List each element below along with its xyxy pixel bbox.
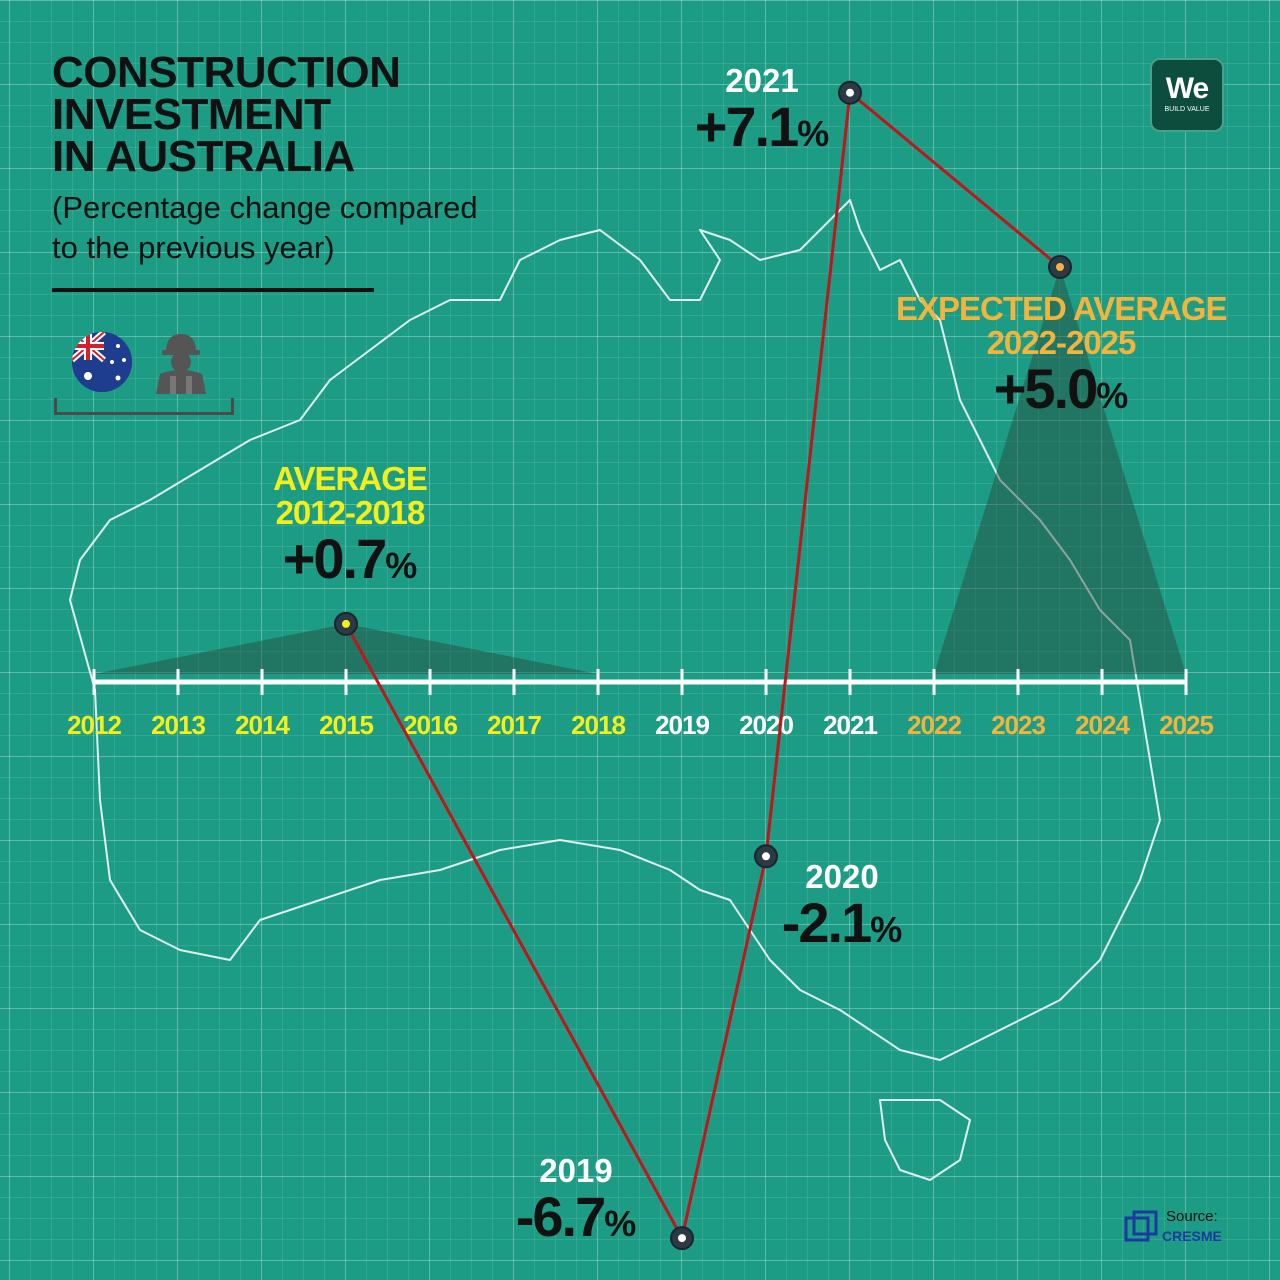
avg-2022-2025-label-2: 2022-2025 [986,324,1137,361]
x-tick-label-2024: 2024 [1075,710,1130,740]
y2021-value: +7.1% [682,98,842,163]
source-name: CRESME [1162,1228,1222,1244]
x-tick-label-2023: 2023 [991,710,1045,740]
y2020-callout: 2020 -2.1% [762,860,922,959]
avg-2012-2018-unit: % [385,545,418,586]
logo-tagline: BUILD VALUE [1164,106,1210,113]
y2019-unit: % [604,1203,637,1244]
logo-text: We [1165,72,1209,105]
data-point-core-2020 [762,852,770,861]
data-point-core-2015 [342,619,350,628]
chart-subtitle: (Percentage change compared to the previ… [52,188,478,268]
subtitle-line-1: (Percentage change compared [52,190,478,225]
y2019-number: -6.7 [515,1185,606,1248]
avg-2022-2025-number: +5.0 [993,357,1099,420]
construction-worker-icon [148,328,214,394]
y2021-unit: % [797,113,830,154]
y2020-year: 2020 [805,858,879,895]
x-tick-label-2016: 2016 [403,710,457,740]
x-tick-label-2013: 2013 [151,710,205,740]
x-tick-label-2025: 2025 [1159,710,1213,740]
average-range-shade-0 [94,623,598,674]
source-credit: Source: CRESME [1124,1206,1234,1250]
australia-flag-icon [72,332,132,392]
x-tick-label-2017: 2017 [487,710,541,740]
title-line-3: IN AUSTRALIA [52,132,355,181]
y2019-year: 2019 [539,1152,613,1189]
x-tick-label-2018: 2018 [571,710,625,740]
avg-2022-2025-label-1: EXPECTED AVERAGE [896,290,1228,327]
chart-title: CONSTRUCTION INVESTMENT IN AUSTRALIA [52,48,472,181]
avg-2012-2018-label-2: 2012-2018 [275,494,426,531]
x-tick-label-2021: 2021 [823,710,877,740]
avg-2012-2018-callout: AVERAGE 2012-2018 +0.7% [250,462,450,595]
data-point-core-2023.5 [1056,263,1064,271]
we-build-value-logo: We BUILD VALUE [1150,58,1224,132]
y2021-callout: 2021 +7.1% [682,64,842,163]
source-label: Source: [1166,1208,1218,1225]
y2019-value: -6.7% [496,1188,656,1253]
title-divider [52,288,374,292]
title-line-1: CONSTRUCTION [52,48,401,97]
y2021-number: +7.1 [694,95,800,158]
subtitle-line-2: to the previous year) [52,230,335,265]
bracket-divider [54,398,234,415]
y2020-unit: % [870,909,903,950]
y2020-value: -2.1% [762,894,922,959]
australia-map-outline [69,199,1161,1181]
cresme-logo-icon [1124,1210,1158,1242]
avg-2022-2025-callout: EXPECTED AVERAGE 2022-2025 +5.0% [896,290,1228,425]
x-tick-label-2014: 2014 [235,710,290,740]
average-range-shade-4 [934,267,1186,674]
avg-2022-2025-value: +5.0% [896,360,1226,425]
y2021-year: 2021 [725,62,799,99]
x-tick-label-2020: 2020 [739,710,793,740]
x-tick-label-2015: 2015 [319,710,373,740]
x-tick-label-2019: 2019 [655,710,709,740]
avg-2022-2025-unit: % [1096,375,1129,416]
avg-2012-2018-label-1: AVERAGE [273,460,428,497]
x-tick-label-2012: 2012 [67,710,121,740]
data-point-core-2019 [678,1234,686,1243]
y2019-callout: 2019 -6.7% [496,1154,656,1253]
title-line-2: INVESTMENT [52,90,331,139]
y2020-number: -2.1 [781,891,872,954]
avg-2012-2018-value: +0.7% [250,530,450,595]
data-point-core-2021 [846,88,854,97]
avg-2012-2018-number: +0.7 [282,527,388,590]
x-tick-label-2022: 2022 [907,710,961,740]
